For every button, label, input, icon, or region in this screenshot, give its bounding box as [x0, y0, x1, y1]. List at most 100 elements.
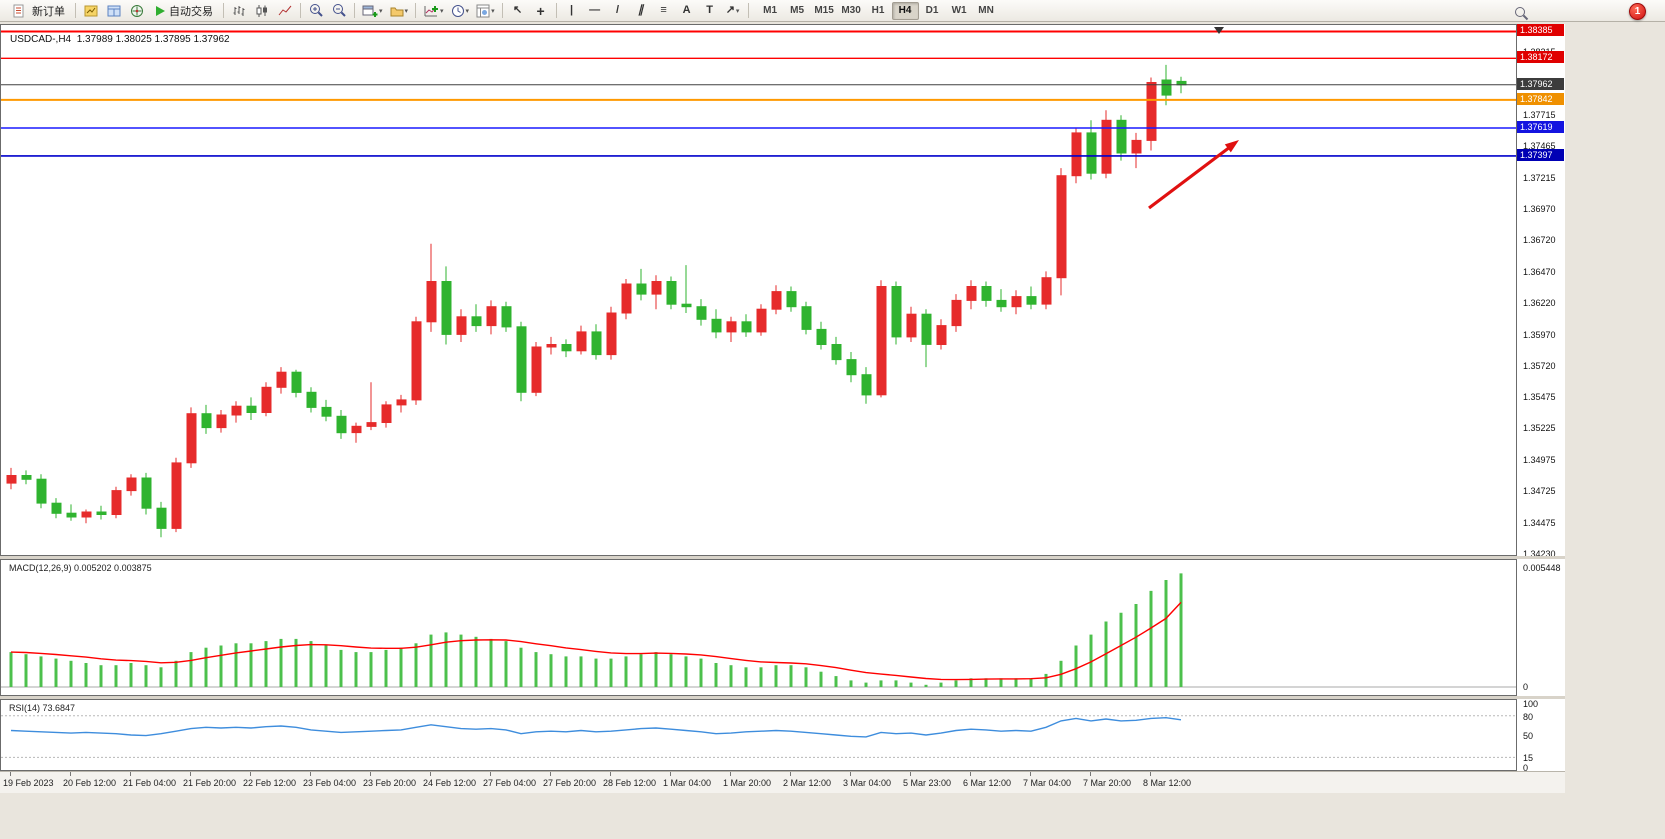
timeframe-button-m30[interactable]: M30 — [841, 5, 861, 16]
profiles-icon[interactable]: ▾ — [387, 1, 412, 21]
channel-icon[interactable]: ∥ — [637, 4, 644, 16]
price-badge: 1.38385 — [1517, 24, 1564, 36]
candle — [531, 342, 542, 397]
candle — [1011, 290, 1022, 315]
candle — [801, 301, 812, 335]
market-watch-icon[interactable] — [80, 1, 102, 21]
autotrading-button[interactable]: 自动交易 — [149, 1, 219, 21]
separator — [75, 3, 76, 18]
time-axis-label: 8 Mar 12:00 — [1143, 778, 1192, 788]
time-axis-label: 24 Feb 12:00 — [423, 778, 477, 788]
indicators-icon[interactable]: ▾ — [420, 1, 447, 21]
chevron-down-icon: ▾ — [465, 7, 470, 15]
line-chart-icon[interactable] — [274, 1, 296, 21]
toolbar: 新订单 自动交易 ▾ ▾ ▾ ▾ ▾ ↖ + | — / ∥ ≡ A T ↗ ▾ … — [0, 0, 1665, 22]
chart-symbol-label: USDCAD-,H4 1.37989 1.38025 1.37895 1.379… — [10, 34, 230, 45]
candle — [411, 316, 422, 405]
timeframe-button-h4[interactable]: H4 — [891, 1, 919, 20]
search-icon[interactable] — [1510, 3, 1532, 23]
time-axis[interactable]: 19 Feb 2023 20 Feb 12:00 21 Feb 04:00 21 Fe… — [0, 771, 1565, 793]
new-chart-icon[interactable]: ▾ — [359, 1, 386, 21]
price-axis-label: 1.36220 — [1523, 298, 1556, 308]
trendline-icon[interactable]: / — [616, 4, 620, 16]
candle — [756, 304, 767, 336]
price-axis[interactable]: 1.382151.379651.377151.374651.372151.369… — [1517, 24, 1565, 773]
timeframe-button-d1[interactable]: D1 — [925, 5, 939, 16]
candle — [771, 285, 782, 315]
macd-pane[interactable]: MACD(12,26,9) 0.005202 0.003875 — [0, 559, 1517, 696]
text-icon[interactable]: A — [682, 4, 691, 16]
main-chart-pane[interactable]: USDCAD-,H4 1.37989 1.38025 1.37895 1.379… — [0, 24, 1517, 556]
price-axis-label: 1.37715 — [1523, 110, 1556, 120]
candle — [276, 367, 287, 394]
candle — [51, 498, 62, 519]
time-tick — [310, 772, 311, 776]
rsi-pane[interactable]: RSI(14) 73.6847 — [0, 699, 1517, 771]
candle — [441, 266, 452, 345]
candle — [561, 339, 572, 358]
timeframe-group: M1 M5 M15 M30 H1 H4 D1 W1 MN — [757, 1, 1000, 20]
candlestick-chart — [1, 27, 1516, 538]
autotrading-icon — [155, 5, 166, 17]
candle — [36, 474, 47, 509]
chart-shift-marker[interactable] — [1214, 27, 1224, 34]
pane-splitter[interactable] — [0, 556, 1565, 559]
candle — [381, 401, 392, 428]
price-axis-label: 1.34975 — [1523, 455, 1556, 465]
time-tick — [1090, 772, 1091, 776]
templates-icon[interactable]: ▾ — [473, 1, 498, 21]
price-axis-label: 1.36970 — [1523, 204, 1556, 214]
time-axis-label: 19 Feb 2023 — [3, 778, 54, 788]
candle — [816, 321, 827, 350]
rsi-line — [10, 716, 1182, 738]
timeframe-button-h1[interactable]: H1 — [871, 5, 885, 16]
candle — [456, 309, 467, 342]
bar-chart-icon[interactable] — [228, 1, 250, 21]
zoom-out-icon[interactable] — [328, 1, 350, 21]
pane-splitter[interactable] — [0, 696, 1565, 699]
price-axis-label: 1.34725 — [1523, 486, 1556, 496]
timeframe-button-w1[interactable]: W1 — [951, 5, 967, 16]
periods-icon[interactable]: ▾ — [448, 1, 473, 21]
cursor-icon[interactable]: ↖ — [512, 4, 523, 16]
timeframe-button-m1[interactable]: M1 — [763, 5, 778, 16]
horizontal-line-icon[interactable]: — — [589, 4, 601, 16]
time-tick — [1150, 772, 1151, 776]
timeframe-button-m5[interactable]: M5 — [790, 5, 805, 16]
candle — [126, 474, 137, 496]
macd-axis-label: 0 — [1523, 682, 1529, 692]
vertical-line-icon[interactable]: | — [570, 4, 574, 16]
candlestick-chart-icon[interactable] — [251, 1, 273, 21]
candle — [1086, 120, 1097, 180]
notification-badge[interactable]: 1 — [1629, 3, 1646, 20]
candle — [546, 336, 557, 355]
timeframe-button-m15[interactable]: M15 — [814, 5, 834, 16]
price-axis-label: 1.37465 — [1523, 141, 1556, 151]
data-window-icon[interactable] — [103, 1, 125, 21]
arrows-icon[interactable]: ↗ ▾ — [725, 4, 740, 16]
zoom-in-icon[interactable] — [305, 1, 327, 21]
new-order-button[interactable]: 新订单 — [4, 1, 71, 21]
crosshair-icon[interactable]: + — [536, 2, 545, 19]
price-axis-label: 1.37215 — [1523, 173, 1556, 183]
candle — [996, 289, 1007, 312]
chevron-down-icon: ▾ — [491, 7, 495, 15]
candle — [891, 281, 902, 345]
separator — [555, 3, 557, 18]
candle — [846, 352, 857, 383]
separator — [747, 3, 749, 18]
timeframe-button-mn[interactable]: MN — [978, 5, 994, 16]
time-tick — [10, 772, 11, 776]
text-label-icon[interactable]: T — [706, 4, 713, 16]
navigator-icon[interactable] — [126, 1, 148, 21]
candle — [666, 276, 677, 310]
trend-arrow-annotation[interactable] — [1148, 140, 1239, 210]
fibonacci-icon[interactable]: ≡ — [660, 4, 667, 16]
separator — [223, 3, 224, 18]
candle — [156, 501, 167, 538]
time-axis-label: 23 Feb 04:00 — [303, 778, 357, 788]
price-axis-label: 1.35970 — [1523, 330, 1556, 340]
time-tick — [550, 772, 551, 776]
candle — [426, 243, 437, 332]
separator — [300, 3, 301, 18]
